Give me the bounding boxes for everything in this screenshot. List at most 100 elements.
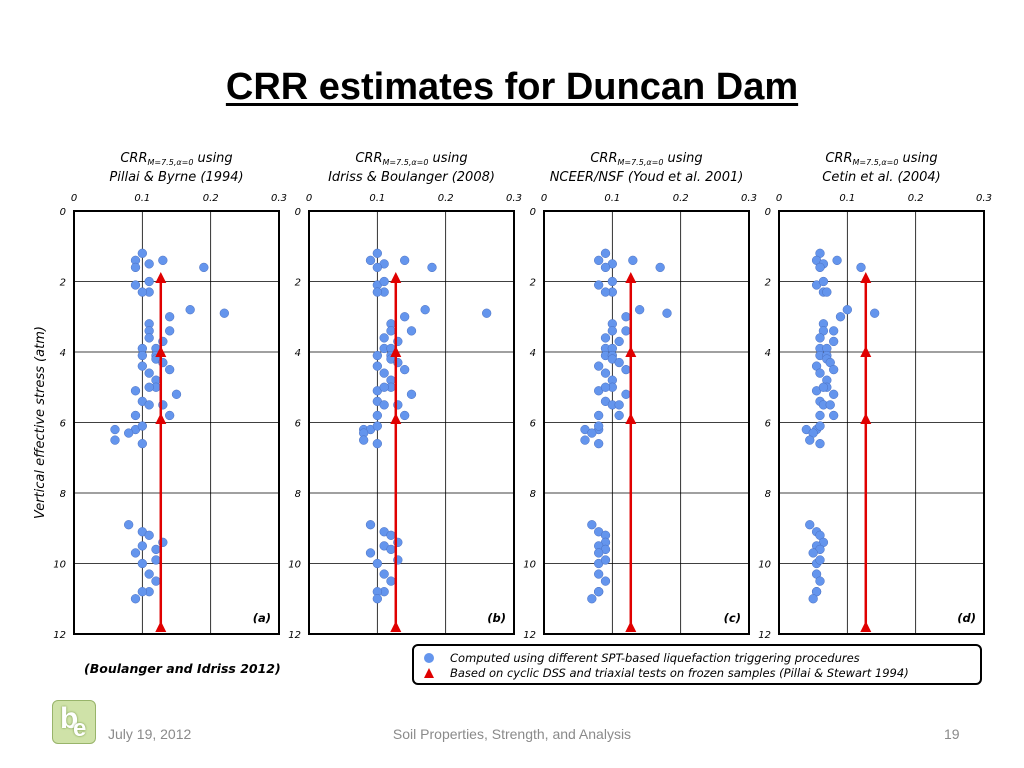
x-tick-label: 0.1 [604,193,620,204]
data-point [379,368,389,378]
data-point [600,333,611,343]
data-point [621,326,631,336]
y-tick-label: 8 [765,489,771,500]
data-point [600,382,611,392]
data-point [137,248,147,258]
data-point [151,576,161,586]
data-point [137,350,147,361]
data-point [379,333,389,343]
frozen-marker [155,412,167,424]
data-point [600,576,611,586]
plot-frame [73,210,280,635]
frozen-marker [390,346,402,357]
x-tick-label: 0.1 [839,193,855,204]
data-point [386,326,396,336]
y-tick-label: 12 [523,630,536,641]
data-point [614,336,624,347]
chart-title-suffix: using [663,151,702,166]
y-tick-label: 10 [288,560,301,571]
data-point [594,569,604,579]
data-point [587,520,597,530]
data-point [400,410,410,421]
frozen-marker [155,620,167,632]
data-point [130,280,141,290]
data-point [151,544,161,555]
y-tick-label: 2 [295,278,301,289]
data-point [808,548,818,558]
y-tick-label: 12 [288,630,301,641]
x-tick-label: 0.3 [271,193,287,204]
chart-title-subscript: M=7.5,α=0 [617,158,663,167]
data-point [600,287,611,297]
chart-title-line1: CRRM=7.5,α=0 using [355,151,467,167]
data-point [144,530,154,540]
x-tick-label: 0.1 [134,193,150,204]
data-point [829,326,839,336]
y-tick-label: 0 [765,207,771,218]
x-tick-label: 0 [306,193,312,204]
chart-title-subscript: M=7.5,α=0 [852,158,898,167]
y-tick-label: 0 [295,207,301,218]
slide-title-text: CRR estimates for Duncan Dam [225,66,799,108]
y-tick-label: 4 [295,348,301,359]
data-point [400,312,410,322]
frozen-marker [625,412,637,424]
data-point [600,368,611,378]
data-point [594,548,604,558]
data-point [151,555,161,565]
data-point [594,421,604,431]
y-tick-label: 2 [530,278,536,289]
data-point [137,587,147,597]
source-citation: (Boulanger and Idriss 2012) [84,661,281,676]
chart-title-line1: CRRM=7.5,α=0 using [825,151,937,167]
data-point [137,421,147,431]
x-tick-label: 0.3 [506,193,522,204]
data-point [607,326,617,336]
data-point [815,421,825,431]
data-point [607,276,617,287]
data-point [130,548,141,558]
x-tick-label: 0 [541,193,547,204]
y-tick-label: 8 [530,489,536,500]
frozen-marker [860,271,872,283]
footer-date: July 19, 2012 [108,726,192,742]
data-point [199,262,209,273]
chart-title-subscript: M=7.5,α=0 [382,158,428,167]
plot-frame [543,210,750,635]
data-point [594,255,604,266]
data-point [144,276,154,287]
data-point [815,576,825,586]
data-point [805,435,815,445]
data-point [594,361,604,371]
chart-title-line2: Cetin et al. (2004) [822,170,940,185]
chart-title-suffix: using [898,151,937,166]
legend-label-computed: Computed using different SPT-based lique… [450,651,860,665]
data-point [372,439,382,449]
data-point [137,558,147,569]
y-tick-label: 10 [758,560,771,571]
chart-title-prefix: CRR [825,151,852,166]
data-point [818,382,829,392]
x-tick-label: 0 [71,193,77,204]
data-point [379,382,389,392]
data-point [165,364,175,375]
data-point [110,424,120,435]
chart-panel-3: CRRM=7.5,α=0 using Cetin et al. (2004) 0 0.… [758,151,992,641]
data-point [144,333,154,343]
data-point [219,308,229,318]
chart-title-line2: Pillai & Byrne (1994) [109,170,243,185]
data-point [815,410,825,421]
data-point [185,305,195,315]
chart-panel-0: CRRM=7.5,α=0 using Pillai & Byrne (1994) 0… [33,151,287,641]
y-tick-label: 2 [765,278,771,289]
panel-label: (c) [724,611,741,625]
data-point [137,361,147,371]
data-point [379,276,389,287]
data-point [815,439,825,449]
panel-label: (b) [487,611,506,625]
x-tick-label: 0.3 [741,193,757,204]
data-point [420,305,430,315]
data-point [580,435,590,445]
frozen-marker [860,620,872,632]
data-point [406,326,417,336]
